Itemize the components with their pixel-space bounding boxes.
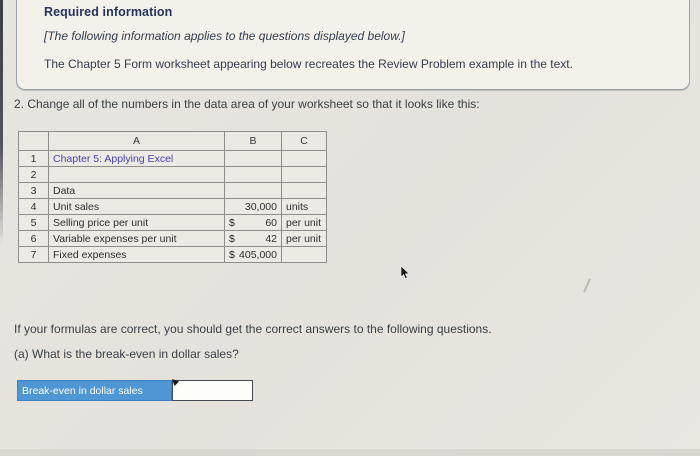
break-even-answer-row: Break-even in dollar sales xyxy=(17,379,253,401)
row-number: 5 xyxy=(18,214,49,231)
cell-b2 xyxy=(224,166,282,183)
cell-a5-selling-price: Selling price per unit xyxy=(48,214,225,231)
cell-c2 xyxy=(281,166,327,183)
cell-b4-unit-sales-value: 30,000 xyxy=(224,198,282,215)
worksheet-row-2: 2 xyxy=(18,166,327,183)
cell-value: 30,000 xyxy=(244,200,277,213)
row-number: 4 xyxy=(18,198,49,215)
currency-symbol: $ xyxy=(229,216,235,229)
cell-b7-fixed-expenses-value: $405,000 xyxy=(224,246,282,263)
cell-a1-title: Chapter 5: Applying Excel xyxy=(48,150,225,167)
column-header-a: A xyxy=(48,131,225,151)
required-information-card: Required information [The following info… xyxy=(16,0,690,90)
cell-a3-data-heading: Data xyxy=(48,182,225,199)
cell-c7 xyxy=(281,246,327,263)
cell-c4-units-label: units xyxy=(281,198,327,215)
worksheet-row-4: 4 Unit sales 30,000 units xyxy=(18,198,327,215)
cell-c6-per-unit-label: per unit xyxy=(281,230,327,247)
row-number: 2 xyxy=(18,166,49,183)
step-2-instruction: 2. Change all of the numbers in the data… xyxy=(14,97,480,111)
worksheet-row-1: 1 Chapter 5: Applying Excel xyxy=(18,150,327,167)
cell-b5-selling-price-value: $60 xyxy=(224,214,282,231)
cell-c5-per-unit-label: per unit xyxy=(281,214,327,231)
photo-bottom-artifact xyxy=(0,449,700,456)
column-header-b: B xyxy=(224,131,282,151)
corner-cell xyxy=(18,131,49,151)
cell-c1 xyxy=(281,150,327,167)
break-even-input[interactable] xyxy=(172,380,253,401)
worksheet-description: The Chapter 5 Form worksheet appearing b… xyxy=(44,57,573,71)
required-information-title: Required information xyxy=(44,5,173,19)
row-number: 7 xyxy=(18,246,49,263)
cell-value: 405,000 xyxy=(239,248,277,261)
worksheet-row-7: 7 Fixed expenses $405,000 xyxy=(18,246,327,263)
photo-edge-artifact xyxy=(0,0,3,245)
cell-b3 xyxy=(224,182,282,199)
row-number: 1 xyxy=(18,150,49,167)
break-even-label: Break-even in dollar sales xyxy=(17,380,172,401)
cell-a4-unit-sales: Unit sales xyxy=(48,198,225,215)
mouse-cursor-icon xyxy=(400,266,410,279)
cell-value: 60 xyxy=(265,216,277,229)
cell-a7-fixed-expenses: Fixed expenses xyxy=(48,246,225,263)
cell-a2 xyxy=(48,166,225,183)
cell-a6-variable-expenses: Variable expenses per unit xyxy=(48,230,225,247)
worksheet-row-3: 3 Data xyxy=(18,182,327,199)
excel-worksheet-preview: A B C 1 Chapter 5: Applying Excel 2 3 Da… xyxy=(18,131,327,263)
currency-symbol: $ xyxy=(229,232,235,245)
formulas-correct-text: If your formulas are correct, you should… xyxy=(14,322,492,336)
currency-symbol: $ xyxy=(229,248,235,261)
row-number: 6 xyxy=(18,230,49,247)
screen-scratch-artifact xyxy=(583,278,591,293)
applies-below-note: [The following information applies to th… xyxy=(44,29,405,43)
cell-value: 42 xyxy=(265,232,277,245)
cell-c3 xyxy=(281,182,327,199)
question-a-text: (a) What is the break-even in dollar sal… xyxy=(14,347,239,361)
cell-b6-variable-expenses-value: $42 xyxy=(224,230,282,247)
column-header-c: C xyxy=(281,131,327,151)
row-number: 3 xyxy=(18,182,49,199)
cell-b1 xyxy=(224,150,282,167)
worksheet-row-6: 6 Variable expenses per unit $42 per uni… xyxy=(18,230,327,247)
worksheet-row-5: 5 Selling price per unit $60 per unit xyxy=(18,214,327,231)
